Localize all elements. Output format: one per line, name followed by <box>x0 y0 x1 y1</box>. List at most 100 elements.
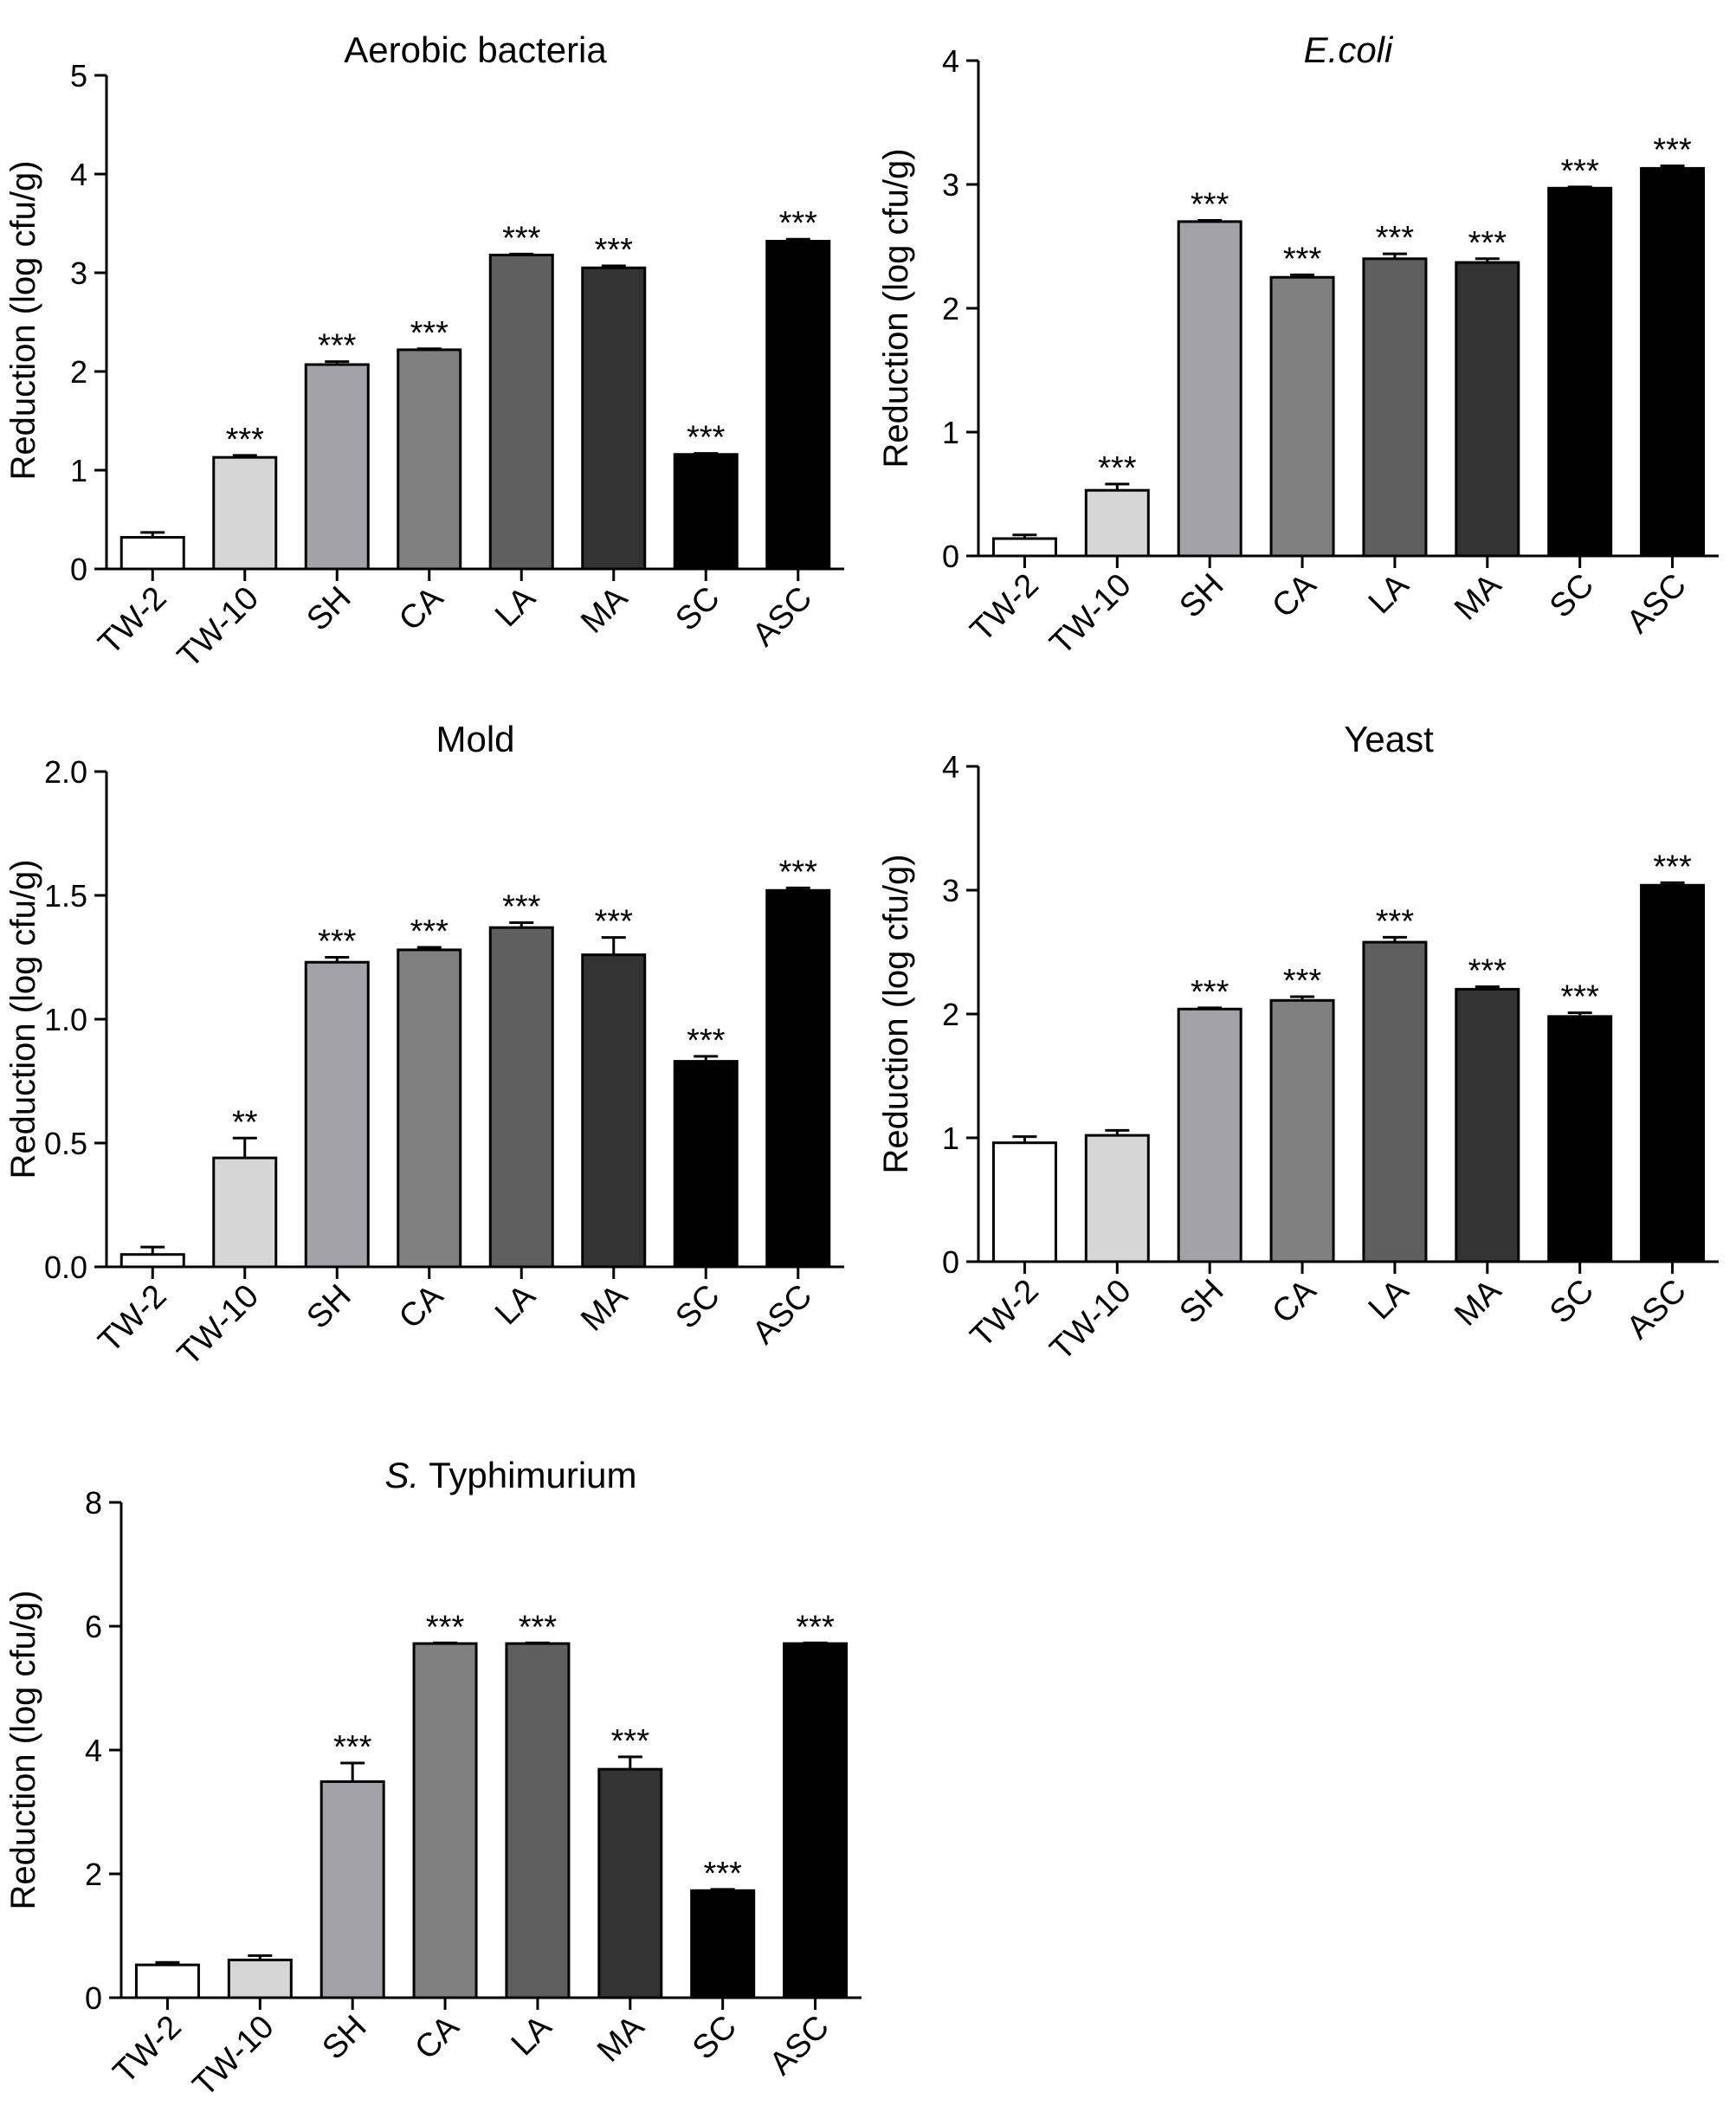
significance-label: *** <box>226 422 265 458</box>
bar-tw-10 <box>212 1156 278 1269</box>
x-tick-label: SC <box>669 1278 727 1336</box>
bar-tw-2 <box>119 1253 185 1269</box>
x-tick-label: TW-10 <box>1043 567 1139 662</box>
significance-label: *** <box>1376 220 1415 256</box>
y-tick-label: 0.5 <box>44 1126 87 1161</box>
y-axis-label: Reduction (log cfu/g) <box>4 859 42 1179</box>
y-tick-label: 4 <box>942 749 959 785</box>
bar-ca <box>1269 275 1335 558</box>
x-tick-label: CA <box>1265 1272 1323 1330</box>
significance-label: *** <box>426 1609 465 1645</box>
x-tick-label: TW-2 <box>92 1278 174 1360</box>
chart-panel-d: Yeast Reduction (log cfu/g) 0 1 2 3 4 TW-2TW-10… <box>877 719 1719 1367</box>
bar-sc <box>673 1060 739 1269</box>
bar-asc <box>1640 883 1706 1263</box>
bar-sc <box>1547 1015 1613 1263</box>
chart-title-prefix: S. <box>385 1455 420 1495</box>
bar-tw-10 <box>212 455 278 571</box>
y-tick-label: 0 <box>942 1244 959 1280</box>
significance-label: *** <box>779 205 818 242</box>
bar-sc <box>1547 186 1613 558</box>
y-axis-label: Reduction (log cfu/g) <box>877 148 915 468</box>
x-tick-label: SH <box>300 580 358 638</box>
y-tick-label: 4 <box>70 157 87 192</box>
x-tick-label: SH <box>300 1278 358 1336</box>
y-tick-label: 3 <box>942 167 959 203</box>
y-tick-label: 2 <box>70 354 87 390</box>
significance-label: *** <box>502 220 541 256</box>
y-axis-label: Reduction (log cfu/g) <box>4 160 42 480</box>
y-tick-label: 2.0 <box>44 754 87 790</box>
significance-label: *** <box>1376 903 1415 940</box>
y-axis-label: Reduction (log cfu/g) <box>4 1590 42 1909</box>
significance-label: *** <box>704 1856 743 1892</box>
bar-ca <box>412 1642 478 1999</box>
significance-label: *** <box>687 420 726 456</box>
x-tick-label: CA <box>1265 566 1323 624</box>
significance-label: *** <box>502 888 541 925</box>
significance-label: *** <box>1653 849 1692 885</box>
bar-ca <box>1269 998 1335 1263</box>
x-tick-label: TW-2 <box>92 580 174 662</box>
y-tick-label: 0 <box>85 1980 102 2016</box>
y-tick-label: 1 <box>70 453 87 488</box>
x-tick-label: CA <box>392 579 450 637</box>
x-tick-label: MA <box>574 1277 635 1338</box>
x-tick-label: TW-10 <box>1043 1273 1139 1368</box>
bar-asc <box>765 888 831 1269</box>
bar-ca <box>397 948 462 1269</box>
y-tick-label: 2 <box>942 997 959 1032</box>
y-tick-label: 6 <box>85 1609 102 1644</box>
significance-label: *** <box>1561 979 1600 1016</box>
bar-tw-10 <box>227 1958 293 1999</box>
x-tick-label: SH <box>316 2009 374 2067</box>
x-tick-label: TW-2 <box>964 1273 1046 1355</box>
bar-tw-2 <box>991 537 1057 558</box>
bar-la <box>488 253 554 571</box>
bar-tw-10 <box>1084 1134 1150 1263</box>
chart-title: E.coli <box>1304 29 1394 70</box>
y-tick-label: 5 <box>70 58 87 94</box>
bar-asc <box>1640 166 1706 558</box>
y-tick-label: 4 <box>85 1733 102 1768</box>
x-tick-label: ASC <box>763 2009 836 2083</box>
significance-label: *** <box>796 1609 835 1645</box>
bar-tw-2 <box>119 536 185 571</box>
significance-label: *** <box>318 328 357 365</box>
significance-label: *** <box>1191 974 1229 1011</box>
x-tick-label: ASC <box>1620 1273 1694 1347</box>
significance-label: *** <box>410 315 449 352</box>
chart-title: Yeast <box>1344 719 1434 759</box>
bar-la <box>488 926 554 1269</box>
y-tick-label: 2 <box>85 1857 102 1892</box>
bar-sc <box>673 453 739 571</box>
significance-label: *** <box>519 1609 558 1645</box>
bar-tw-10 <box>1084 488 1150 558</box>
significance-label: *** <box>1468 953 1507 990</box>
y-tick-label: 1.5 <box>44 878 87 914</box>
bar-sc <box>690 1889 756 1999</box>
y-tick-label: 0 <box>70 552 87 587</box>
y-tick-label: 3 <box>942 873 959 908</box>
significance-label: *** <box>595 904 634 940</box>
bar-la <box>505 1642 571 1999</box>
significance-label: ** <box>232 1104 258 1140</box>
significance-label: *** <box>779 854 818 890</box>
x-tick-label: SC <box>669 580 727 638</box>
x-tick-label: SH <box>1173 567 1231 625</box>
x-tick-label: MA <box>1448 566 1508 627</box>
y-tick-label: 1 <box>942 1121 959 1156</box>
significance-label: *** <box>1191 186 1229 223</box>
y-tick-label: 0 <box>942 539 959 574</box>
bar-la <box>1362 940 1428 1263</box>
x-tick-label: LA <box>1362 1272 1417 1327</box>
significance-label: *** <box>318 924 357 960</box>
x-tick-label: LA <box>488 579 543 634</box>
bar-ma <box>597 1767 663 1999</box>
bar-ma <box>1455 261 1520 558</box>
x-tick-label: SC <box>1543 567 1601 625</box>
bar-sh <box>304 960 370 1269</box>
y-tick-label: 2 <box>942 291 959 326</box>
bar-sh <box>319 1779 385 1999</box>
